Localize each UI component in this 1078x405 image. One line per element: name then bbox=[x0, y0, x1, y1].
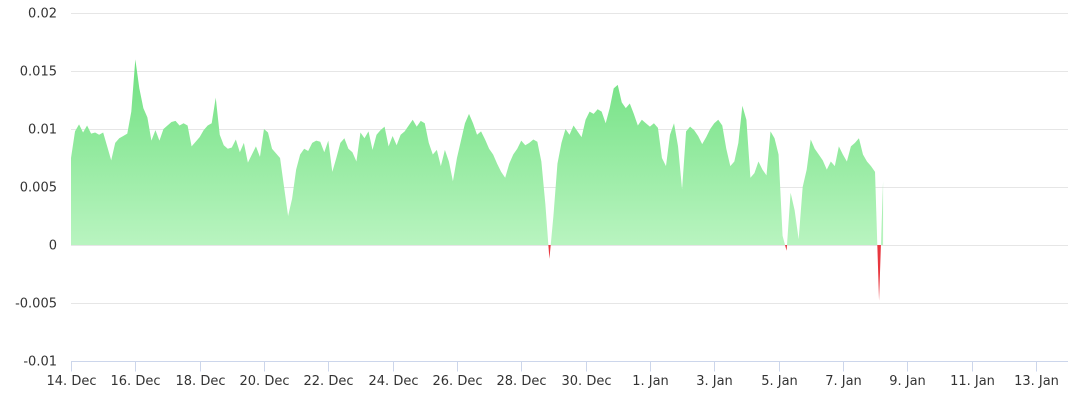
x-tick-label: 9. Jan bbox=[889, 374, 926, 389]
positive-area bbox=[71, 59, 884, 245]
y-tick-label: 0.015 bbox=[20, 65, 57, 80]
x-tick-label: 20. Dec bbox=[240, 374, 290, 389]
x-tick-label: 22. Dec bbox=[304, 374, 354, 389]
x-tick-label: 7. Jan bbox=[825, 374, 862, 389]
y-tick-label: -0.005 bbox=[15, 297, 57, 312]
x-tick-label: 5. Jan bbox=[761, 374, 798, 389]
x-tick-label: 16. Dec bbox=[111, 374, 161, 389]
y-axis-labels: 0.02 0.015 0.01 0.005 0 -0.005 -0.01 bbox=[15, 7, 57, 370]
x-tick-label: 13. Jan bbox=[1014, 374, 1059, 389]
x-axis bbox=[71, 361, 1068, 372]
x-tick-label: 3. Jan bbox=[696, 374, 733, 389]
series-area bbox=[71, 59, 884, 301]
y-tick-label: 0 bbox=[49, 239, 57, 254]
x-tick-label: 11. Jan bbox=[950, 374, 995, 389]
y-tick-label: 0.02 bbox=[28, 7, 57, 22]
x-tick-label: 24. Dec bbox=[369, 374, 419, 389]
x-tick-label: 1. Jan bbox=[632, 374, 669, 389]
x-tick-label: 30. Dec bbox=[562, 374, 612, 389]
y-tick-label: 0.005 bbox=[20, 181, 57, 196]
x-tick-label: 18. Dec bbox=[176, 374, 226, 389]
y-tick-label: -0.01 bbox=[23, 355, 57, 370]
x-tick-label: 14. Dec bbox=[47, 374, 97, 389]
x-tick-label: 26. Dec bbox=[433, 374, 483, 389]
y-tick-label: 0.01 bbox=[28, 123, 57, 138]
x-tick-label: 28. Dec bbox=[497, 374, 547, 389]
x-axis-labels: 14. Dec 16. Dec 18. Dec 20. Dec 22. Dec 24. D… bbox=[47, 374, 1059, 389]
